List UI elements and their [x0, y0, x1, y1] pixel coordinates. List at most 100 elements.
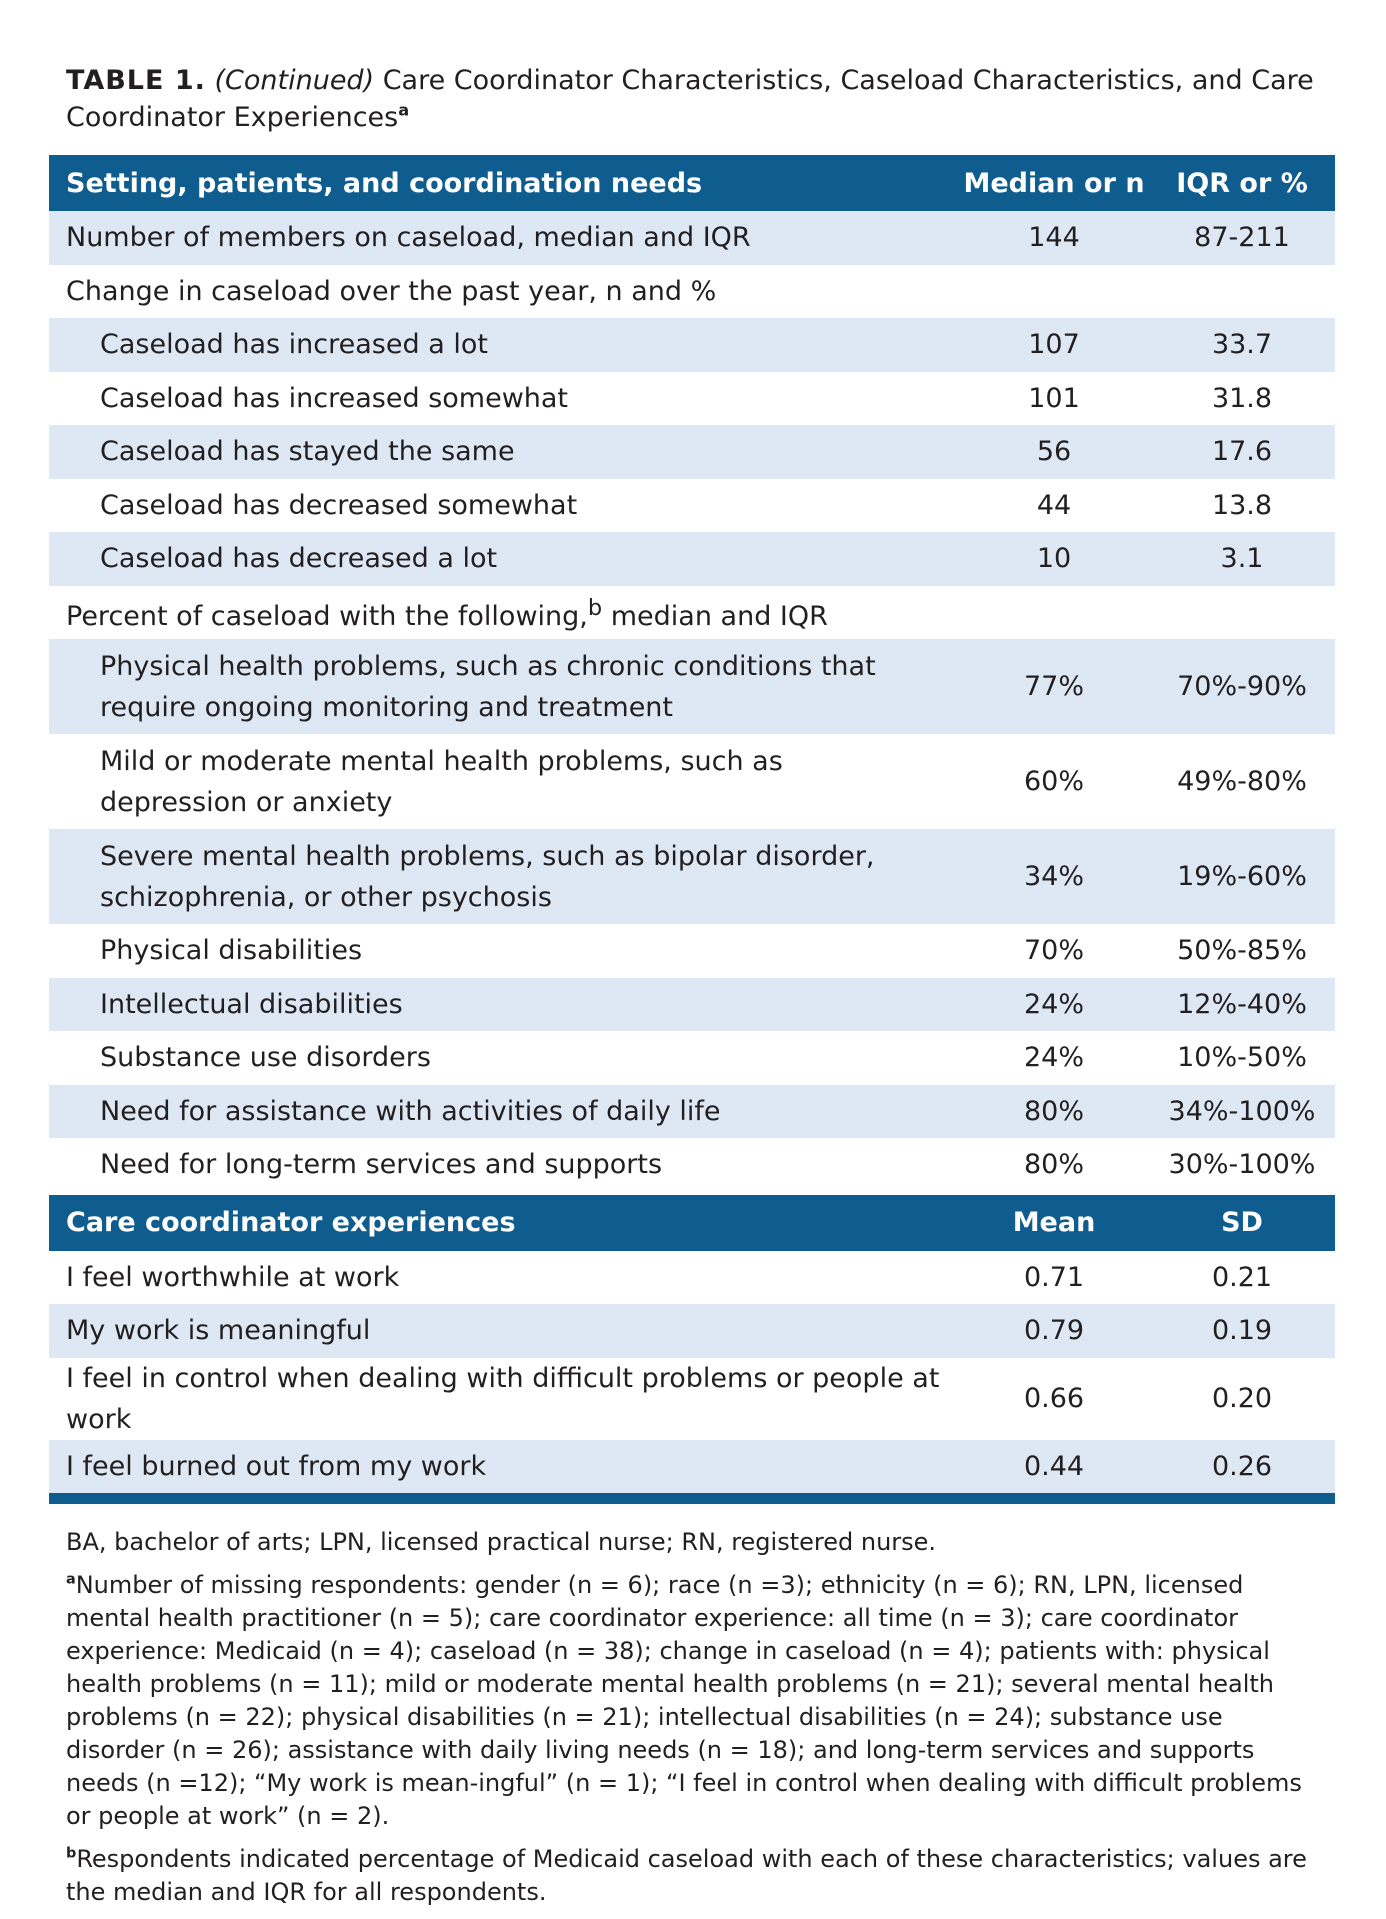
table-row: Physical health problems, such as chroni…: [49, 639, 1335, 734]
row-iqr: 50%-85%: [1177, 935, 1307, 967]
continued-note: (Continued): [214, 65, 375, 96]
table-row: Substance use disorders 24% 10%-50%: [49, 1031, 1335, 1085]
section2-header-label: Care coordinator experiences: [49, 1191, 959, 1251]
table-row: Caseload has increased a lot 107 33.7: [49, 318, 1335, 372]
row-sd: 0.19: [1149, 1304, 1335, 1358]
row-sd: 0.21: [1211, 1261, 1273, 1293]
table-row: Physical disabilities 70% 50%-85%: [49, 924, 1335, 978]
table-row: I feel burned out from my work 0.44 0.26: [49, 1439, 1335, 1493]
row-label: I feel worthwhile at work: [66, 1261, 400, 1293]
footnote-marker-a: a: [398, 100, 410, 120]
table-row: Caseload has decreased a lot 10 3.1: [49, 532, 1335, 586]
table-row: I feel worthwhile at work 0.71 0.21: [49, 1251, 1335, 1305]
row-median: 80%: [1023, 1149, 1084, 1181]
row-iqr: 10%-50%: [1177, 1042, 1307, 1074]
row-label: Change in caseload over the past year, n…: [66, 275, 717, 307]
row-iqr: 70%-90%: [1149, 639, 1335, 734]
table-row: Percent of caseload with the following,b…: [49, 586, 1335, 640]
row-label: Percent of caseload with the following,b…: [49, 586, 959, 640]
row-label: I feel in control when dealing with diff…: [66, 1362, 940, 1435]
row-median: 44: [1036, 489, 1072, 521]
row-median: 10: [959, 532, 1149, 586]
row-iqr: 17.6: [1149, 425, 1335, 479]
row-label-main: Percent of caseload with the following,: [66, 600, 588, 632]
row-label: Number of members on caseload, median an…: [49, 211, 959, 265]
row-mean: 0.66: [1023, 1383, 1085, 1414]
row-label: Substance use disorders: [100, 1042, 431, 1074]
table-row: Intellectual disabilities 24% 12%-40%: [49, 977, 1335, 1031]
row-label: Intellectual disabilities: [49, 977, 959, 1031]
footnote-b: bRespondents indicated percentage of Med…: [66, 1843, 1323, 1909]
section2-header-row: Care coordinator experiences Mean SD: [49, 1191, 1335, 1251]
row-median: 77%: [959, 639, 1149, 734]
table-caption: TABLE 1. (Continued) Care Coordinator Ch…: [66, 62, 1335, 136]
section1-header-row: Setting, patients, and coordination need…: [49, 155, 1335, 211]
row-median: 80%: [959, 1084, 1149, 1138]
table-row: Number of members on caseload, median an…: [49, 211, 1335, 265]
row-label: Caseload has increased a lot: [49, 318, 959, 372]
table-footnotes: BA, bachelor of arts; LPN, licensed prac…: [66, 1526, 1335, 1909]
section1-header-iqr: IQR or %: [1149, 155, 1335, 211]
row-sd: 0.26: [1149, 1439, 1335, 1493]
row-iqr: [1149, 586, 1335, 640]
table-title: Care Coordinator Characteristics, Caselo…: [66, 65, 1314, 133]
row-label: Need for long-term services and supports: [100, 1149, 663, 1181]
row-iqr: 87-211: [1149, 211, 1335, 265]
table-row: Need for assistance with activities of d…: [49, 1084, 1335, 1138]
row-label: Mild or moderate mental health problems,…: [100, 745, 783, 818]
table-bottom-rule: [49, 1493, 1335, 1504]
row-iqr: 33.7: [1149, 318, 1335, 372]
table-row: Severe mental health problems, such as b…: [49, 829, 1335, 924]
row-iqr: 19%-60%: [1149, 829, 1335, 924]
row-label: Physical disabilities: [100, 935, 363, 967]
row-iqr: 49%-80%: [1177, 766, 1307, 797]
footnote-a-marker: a: [66, 1571, 76, 1588]
table-label: TABLE 1.: [66, 65, 206, 96]
characteristics-table: Setting, patients, and coordination need…: [49, 155, 1335, 1493]
table-page: TABLE 1. (Continued) Care Coordinator Ch…: [49, 62, 1335, 1919]
row-iqr: 30%-100%: [1168, 1149, 1316, 1181]
row-iqr: 13.8: [1211, 489, 1273, 521]
row-iqr: 12%-40%: [1149, 977, 1335, 1031]
row-label: Physical health problems, such as chroni…: [49, 639, 959, 734]
table-row: Change in caseload over the past year, n…: [49, 265, 1335, 319]
section1-header-median: Median or n: [959, 155, 1149, 211]
row-median: 24%: [1023, 1042, 1084, 1074]
footnote-a: aNumber of missing respondents: gender (…: [66, 1569, 1323, 1833]
row-median: [959, 586, 1149, 640]
row-label: Caseload has decreased somewhat: [100, 489, 578, 521]
row-median: 107: [959, 318, 1149, 372]
row-mean: 0.71: [1023, 1261, 1085, 1293]
row-median: [959, 265, 1149, 319]
row-median: 60%: [1023, 766, 1084, 797]
row-median: 24%: [959, 977, 1149, 1031]
footnote-b-text: Respondents indicated percentage of Medi…: [66, 1845, 1307, 1906]
row-mean: 0.79: [959, 1304, 1149, 1358]
row-median: 34%: [959, 829, 1149, 924]
row-median: 56: [959, 425, 1149, 479]
footnote-b-marker: b: [66, 1845, 77, 1862]
row-label-suffix: median and IQR: [602, 600, 828, 632]
row-label: Caseload has decreased a lot: [49, 532, 959, 586]
table-row: Caseload has stayed the same 56 17.6: [49, 425, 1335, 479]
row-iqr: 34%-100%: [1149, 1084, 1335, 1138]
row-iqr: 3.1: [1149, 532, 1335, 586]
abbreviations-note: BA, bachelor of arts; LPN, licensed prac…: [66, 1528, 937, 1556]
row-label: I feel burned out from my work: [49, 1439, 959, 1493]
table-row: Caseload has increased somewhat 101 31.8: [49, 372, 1335, 426]
table-row: Caseload has decreased somewhat 44 13.8: [49, 479, 1335, 533]
table-row: Mild or moderate mental health problems,…: [49, 734, 1335, 829]
row-label: Caseload has increased somewhat: [100, 382, 569, 414]
row-label: Severe mental health problems, such as b…: [49, 829, 959, 924]
footnote-a-text: Number of missing respondents: gender (n…: [66, 1571, 1302, 1830]
row-sd: 0.20: [1211, 1383, 1273, 1414]
section2-header-mean: Mean: [959, 1191, 1149, 1251]
row-label: My work is meaningful: [49, 1304, 959, 1358]
row-mean: 0.44: [959, 1439, 1149, 1493]
table-row: Need for long-term services and supports…: [49, 1138, 1335, 1193]
row-median: 70%: [1023, 935, 1084, 967]
row-iqr: [1149, 265, 1335, 319]
table-row: I feel in control when dealing with diff…: [49, 1358, 1335, 1440]
table-row: My work is meaningful 0.79 0.19: [49, 1304, 1335, 1358]
row-label: Caseload has stayed the same: [49, 425, 959, 479]
